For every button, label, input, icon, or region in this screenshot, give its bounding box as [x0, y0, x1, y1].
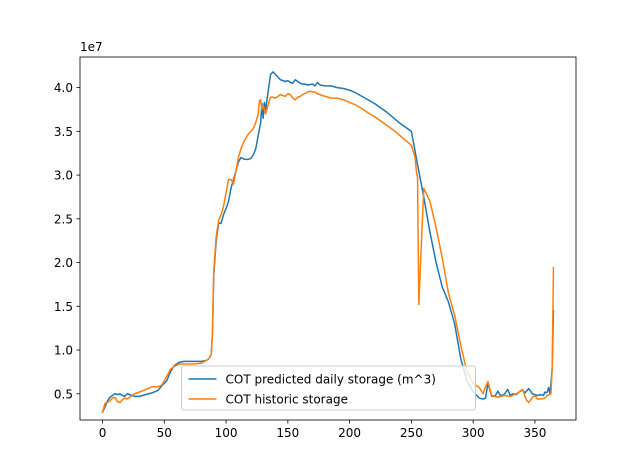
legend-label-2: COT historic storage [226, 393, 348, 407]
y-tick-label: 4.0 [54, 81, 73, 95]
legend-label-1: COT predicted daily storage (m^3) [226, 373, 436, 387]
y-tick-label: 2.5 [54, 212, 73, 226]
y-tick-label: 1.5 [54, 300, 73, 314]
x-tick-label: 300 [462, 426, 485, 440]
x-tick-label: 150 [276, 426, 299, 440]
x-tick-label: 350 [523, 426, 546, 440]
plot-area [80, 57, 576, 420]
y-axis: 0.5 1.0 1.5 2.0 2.5 3.0 3.5 4.0 [54, 81, 80, 401]
legend-box [181, 365, 476, 411]
x-axis: 0 50 100 150 200 250 300 350 [99, 420, 546, 440]
series-line-1 [101, 71, 555, 414]
x-tick-label: 0 [99, 426, 107, 440]
y-tick-label: 1.0 [54, 344, 73, 358]
y-tick-label: 0.5 [54, 387, 73, 401]
y-tick-label: 3.5 [54, 125, 73, 139]
plot-frame [79, 56, 577, 421]
x-tick-label: 250 [400, 426, 423, 440]
x-tick-label: 100 [215, 426, 238, 440]
y-axis-offset-label: 1e7 [80, 40, 103, 54]
series-layer [101, 71, 555, 414]
series-line-2 [101, 90, 555, 414]
y-tick-label: 2.0 [54, 256, 73, 270]
y-tick-label: 3.0 [54, 169, 73, 183]
x-tick-label: 50 [157, 426, 172, 440]
legend: COT predicted daily storage (m^3) COT his… [181, 365, 476, 411]
x-tick-label: 200 [338, 426, 361, 440]
